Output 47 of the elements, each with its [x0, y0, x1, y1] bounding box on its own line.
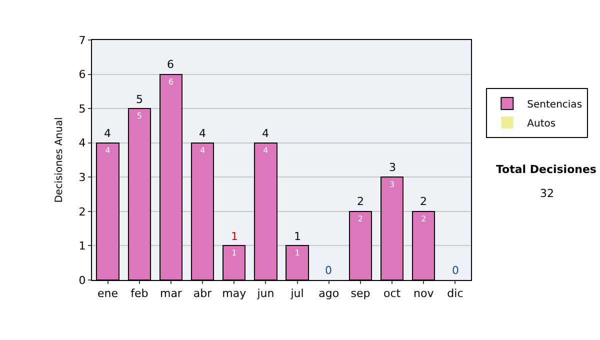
- total-label: 2: [420, 195, 427, 208]
- data-label: 2: [421, 214, 426, 224]
- x-tick-label: abr: [193, 287, 212, 300]
- x-tick-label: jun: [256, 287, 274, 300]
- data-label: 1: [232, 248, 237, 258]
- data-label: 6: [168, 77, 174, 86]
- x-tick-label: oct: [383, 287, 402, 300]
- x-tick-label: jul: [290, 287, 304, 300]
- x-tick-label: may: [222, 287, 247, 300]
- data-label: 4: [263, 146, 268, 155]
- x-tick-label: dic: [447, 287, 464, 300]
- x-tick-label: ago: [318, 287, 340, 300]
- x-tick-label: nov: [414, 287, 434, 300]
- total-label: 6: [167, 58, 174, 71]
- data-label: 4: [105, 146, 110, 155]
- data-label: 2: [358, 214, 363, 224]
- data-label: 4: [200, 146, 206, 155]
- total-label: 2: [357, 195, 364, 208]
- total-label: 4: [262, 127, 269, 140]
- y-tick-label: 0: [78, 274, 86, 287]
- x-tick-label: ene: [98, 287, 118, 300]
- data-label: 5: [136, 112, 142, 121]
- y-tick-label: 6: [78, 68, 86, 82]
- total-label: 3: [389, 161, 396, 174]
- y-tick-label: 3: [78, 170, 86, 184]
- y-tick-label: 2: [78, 205, 86, 218]
- y-tick-label: 1: [78, 240, 86, 253]
- total-label: 5: [136, 93, 143, 106]
- y-tick-label: 7: [78, 34, 86, 47]
- data-label: 1: [294, 248, 300, 258]
- y-tick-label: 5: [78, 102, 86, 116]
- total-label: 0: [325, 264, 332, 277]
- text: Total Decisiones: [496, 163, 597, 176]
- y-axis-title: Decisiones Anual: [54, 117, 65, 203]
- x-tick-label: mar: [160, 287, 182, 300]
- total-label: 4: [104, 127, 111, 140]
- total-label: 1: [294, 230, 301, 243]
- total-label: 1: [231, 230, 238, 243]
- total-label: 4: [199, 127, 206, 140]
- text: 32: [540, 187, 554, 200]
- data-label: 3: [390, 180, 395, 190]
- total-label: 0: [452, 264, 459, 277]
- legend-label: Autos: [527, 118, 556, 130]
- legend-label: Sentencias: [527, 99, 582, 110]
- x-tick-label: feb: [130, 287, 148, 300]
- y-tick-label: 4: [78, 136, 86, 150]
- x-tick-label: sep: [350, 287, 370, 300]
